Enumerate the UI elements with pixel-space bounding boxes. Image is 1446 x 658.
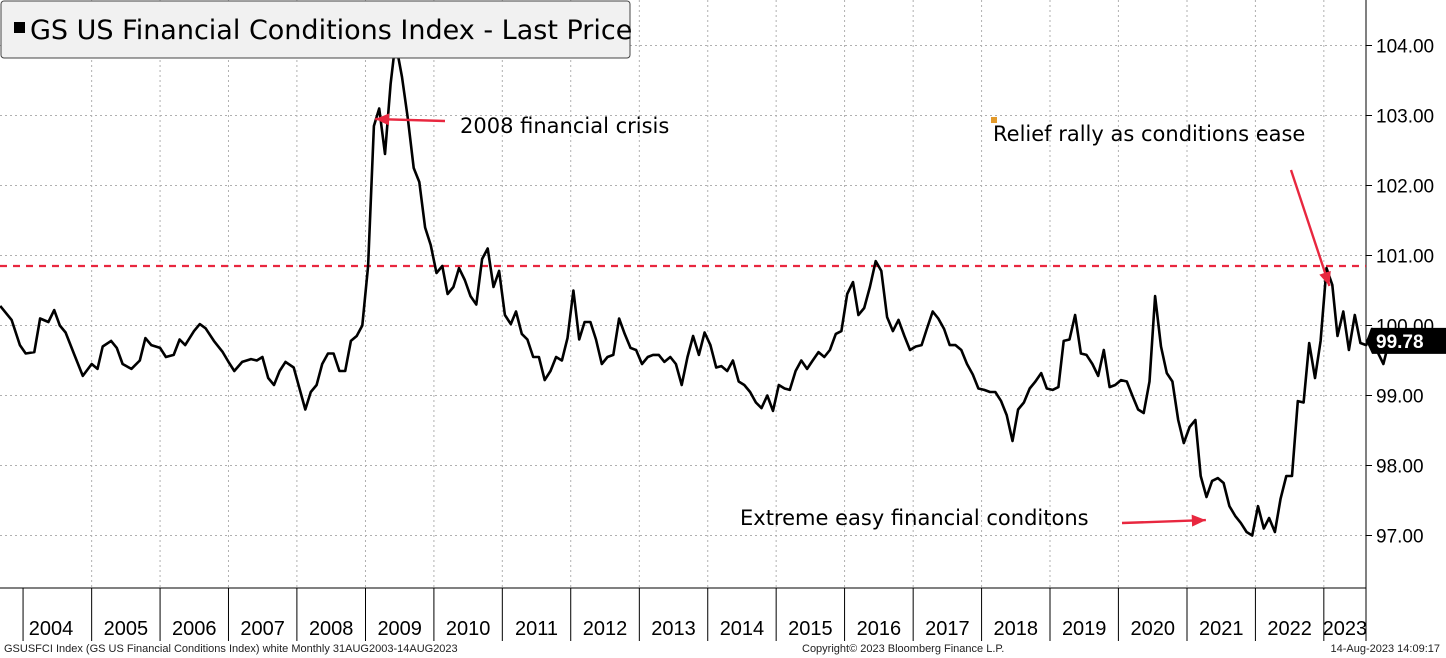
x-year-label: 2014 [720, 618, 765, 640]
x-year-label: 2020 [1130, 618, 1175, 640]
y-tick-labels: 97.0098.0099.00100.00101.00102.00103.001… [1366, 37, 1434, 548]
x-year-label: 2010 [446, 618, 491, 640]
x-year-label: 2004 [29, 618, 74, 640]
annotation-extreme-easy: Extreme easy financial conditons [740, 506, 1089, 530]
y-tick-label: 102.00 [1376, 177, 1434, 198]
x-year-labels: 2004 2005 2006 2007 2008 2009 2010 2011 2012 2013… [22, 588, 1368, 641]
x-year-label: 2018 [994, 618, 1039, 640]
x-year-label: 2008 [309, 618, 354, 640]
x-year-label: 2017 [925, 618, 970, 640]
x-year-label: 2015 [788, 618, 833, 640]
x-year-label: 2011 [515, 618, 558, 640]
last-value-tag: 99.78 [1366, 327, 1446, 354]
series-line [0, 40, 1391, 537]
annotation-2008-crisis: 2008 financial crisis [460, 114, 669, 138]
x-year-label: 2012 [583, 618, 628, 640]
annotation-arrow [1289, 169, 1331, 287]
y-tick-label: 97.00 [1376, 527, 1424, 548]
y-tick-label: 98.00 [1376, 457, 1424, 478]
annotations: 2008 financial crisis Relief rally as co… [375, 113, 1331, 530]
chart-title: GS US Financial Conditions Index - Last … [30, 15, 632, 46]
y-tick-label: 101.00 [1376, 247, 1434, 268]
x-year-label: 2006 [172, 618, 217, 640]
x-year-label: 2019 [1062, 618, 1107, 640]
x-year-label: 2013 [651, 618, 696, 640]
legend-swatch [14, 22, 25, 33]
annotation-relief-rally: Relief rally as conditions ease [993, 122, 1305, 146]
legend-box [0, 0, 631, 59]
annotation-arrow [1121, 514, 1206, 527]
y-tick-label: 103.00 [1376, 107, 1434, 128]
footer-copyright: Copyright© 2023 Bloomberg Finance L.P. [802, 643, 1005, 655]
x-year-label: 2016 [857, 618, 902, 640]
chart: 97.0098.0099.00100.00101.00102.00103.001… [0, 0, 1446, 641]
footer-source: GSUSFCI Index (GS US Financial Condition… [4, 643, 458, 655]
y-tick-label: 99.00 [1376, 387, 1424, 408]
axes [0, 0, 1367, 641]
x-year-label: 2021 [1199, 618, 1244, 640]
x-year-label: 2022 [1267, 618, 1312, 640]
x-year-label: 2023 [1323, 618, 1368, 640]
footer-timestamp: 14-Aug-2023 14:09:17 [1330, 643, 1440, 655]
y-tick-label: 104.00 [1376, 37, 1434, 58]
annotation-marker [991, 117, 997, 123]
x-year-label: 2007 [240, 618, 285, 640]
annotation-arrows [375, 113, 1331, 527]
legend: GS US Financial Conditions Index - Last … [0, 0, 632, 59]
x-year-label: 2009 [377, 618, 422, 640]
annotation-arrow [375, 113, 446, 126]
last-value-label: 99.78 [1376, 332, 1424, 353]
gridlines [0, 0, 1366, 588]
x-year-label: 2005 [104, 618, 149, 640]
